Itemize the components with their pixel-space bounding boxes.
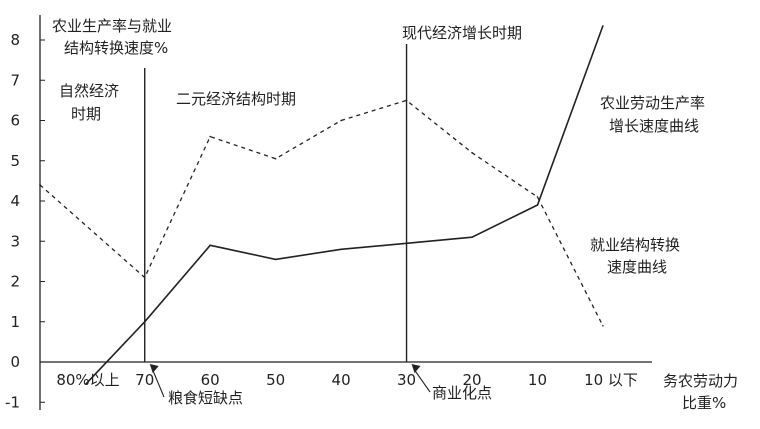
y-tick-label: 4: [10, 192, 20, 210]
x-tick-label: 30: [397, 371, 416, 389]
period-label-dual: 二元经济结构时期: [176, 90, 296, 108]
callout-line: [152, 369, 165, 398]
x-tick-label: 10: [528, 371, 547, 389]
series-point: [602, 324, 604, 327]
series-layer: [39, 25, 604, 385]
x-tick-label: 60: [201, 371, 220, 389]
productivity-curve-label-line-2: 增长速度曲线: [609, 117, 699, 135]
y-axis-title-line-1: 农业生产率与就业: [52, 17, 172, 35]
x-axis-title-line-2: 比重%: [682, 394, 726, 412]
series-point: [471, 236, 473, 239]
x-tick-label: 20: [462, 371, 481, 389]
callout-arrowhead: [149, 364, 159, 373]
series-point: [471, 151, 473, 154]
x-tick-label: 70: [135, 371, 154, 389]
y-tick-label: 2: [10, 273, 20, 291]
callout-line: [414, 369, 431, 393]
x-axis-title-line-1: 务农劳动力: [663, 372, 738, 390]
y-tick-label: 0: [10, 353, 20, 371]
tick-layer: -1 0 1 2 3 4 5 6 7 8 80%以上 70 60 50 40 30 20 10 10 以下: [5, 31, 638, 411]
period-divider-layer: [144, 44, 408, 362]
series-point: [536, 196, 539, 198]
period-label-modern: 现代经济增长时期: [402, 24, 522, 42]
series-point: [85, 383, 87, 385]
series-point: [602, 25, 604, 27]
y-tick-label: 8: [10, 31, 20, 49]
series-point: [39, 184, 41, 186]
y-tick-label: 6: [10, 112, 20, 130]
employment-curve-label-line-1: 就业结构转换: [590, 236, 680, 254]
series-point: [340, 119, 342, 122]
grain-shortage-point-label: 粮食短缺点: [168, 389, 243, 407]
series-point: [274, 258, 277, 261]
period-label-natural-line-1: 自然经济: [59, 82, 119, 100]
productivity-growth-curve: [85, 25, 604, 385]
series-point: [209, 244, 211, 247]
series-point: [143, 320, 146, 323]
series-point: [209, 135, 211, 138]
x-tick-label: 40: [332, 371, 351, 389]
x-tick-label: 10 以下: [584, 371, 638, 389]
x-tick-label: 80%以上: [56, 371, 119, 389]
series-point: [405, 242, 408, 245]
y-axis-title-line-2: 结构转换速度%: [64, 39, 168, 57]
y-tick-label: 5: [10, 152, 20, 170]
period-label-natural-line-2: 时期: [71, 105, 101, 123]
series-point: [340, 248, 342, 251]
callout-layer: [149, 364, 431, 398]
series-point: [536, 204, 539, 206]
y-tick-label: -1: [5, 393, 20, 411]
series-point: [274, 157, 277, 160]
employment-structure-curve: [39, 99, 604, 327]
y-tick-label: 7: [10, 71, 20, 89]
productivity-curve-label-line-1: 农业劳动生产率: [600, 94, 705, 112]
callout-arrowhead: [411, 364, 421, 373]
x-tick-label: 50: [266, 371, 285, 389]
employment-curve-label-line-2: 速度曲线: [607, 258, 667, 276]
commercialization-point-label: 商业化点: [432, 384, 492, 402]
series-point: [405, 99, 408, 102]
y-tick-label: 3: [10, 232, 20, 250]
series-point: [143, 276, 146, 279]
y-tick-label: 1: [10, 313, 20, 331]
